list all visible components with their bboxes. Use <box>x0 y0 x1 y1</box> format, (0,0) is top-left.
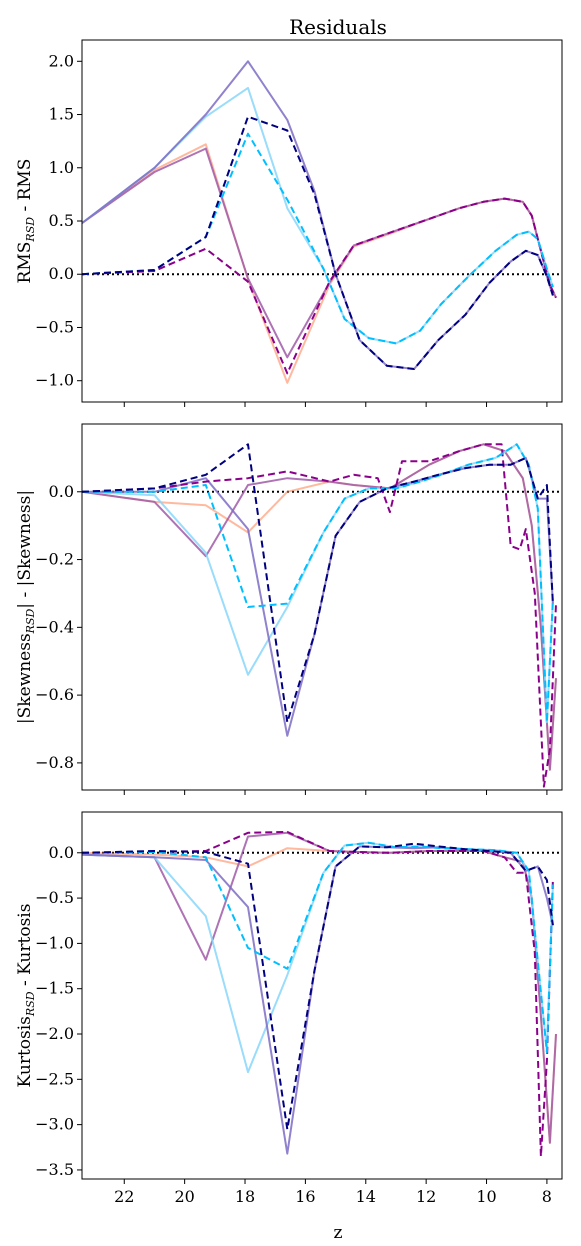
series-line-1 <box>82 443 557 771</box>
y-label-subscript: RSD <box>24 217 37 243</box>
x-tick-label: 14 <box>356 1187 376 1206</box>
y-label-main: |Skewness <box>15 633 35 724</box>
x-tick-label: 16 <box>295 1187 315 1206</box>
series-line-1 <box>82 143 557 384</box>
figure-title: Residuals <box>289 15 387 39</box>
series-line-3 <box>82 443 554 724</box>
y-tick-label: −1.0 <box>35 933 74 952</box>
y-tick-label: −1.0 <box>35 371 74 390</box>
x-tick-label: 20 <box>174 1187 194 1206</box>
y-tick-label: −0.6 <box>35 685 74 704</box>
y-label-subscript: RSD <box>24 609 37 635</box>
series-line-2 <box>82 147 557 359</box>
y-tick-label: 1.0 <box>49 158 74 177</box>
y-label-tail: - Kurtosis <box>15 904 35 992</box>
series-line-6 <box>82 841 554 1054</box>
y-tick-label: 2.0 <box>49 51 74 70</box>
y-tick-label: 0.0 <box>49 482 74 501</box>
x-tick-label: 22 <box>114 1187 134 1206</box>
y-label-main: RMS <box>15 242 35 284</box>
series-line-1 <box>82 847 557 1144</box>
y-tick-label: −3.0 <box>35 1115 74 1134</box>
y-tick-label: 0.0 <box>49 843 74 862</box>
plot-frame <box>81 811 563 1180</box>
x-tick-label: 10 <box>476 1187 496 1206</box>
y-tick-label: −1.5 <box>35 979 74 998</box>
y-tick-label: −0.5 <box>35 888 74 907</box>
series-line-6 <box>82 443 554 724</box>
series-line-2 <box>82 443 557 771</box>
x-axis-label: z <box>334 1223 343 1243</box>
plot-frame <box>81 423 563 791</box>
series-line-4 <box>82 60 554 370</box>
series-group <box>82 443 557 788</box>
series-line-7 <box>82 115 554 370</box>
y-axis-label-skewness: |SkewnessRSD| - |Skewness| <box>15 490 37 724</box>
x-tick-label: 8 <box>542 1187 552 1206</box>
series-line-7 <box>82 443 554 724</box>
y-tick-label: −2.0 <box>35 1024 74 1043</box>
panel-kurtosis: −3.5 −3.0 −2.5 −2.0 −1.5 −1.0 −0.5 0.0 22 20 18 16 1… <box>15 811 563 1206</box>
y-tick-label: −0.4 <box>35 617 74 636</box>
y-tick-label: −0.8 <box>35 753 74 772</box>
y-label-tail: - RMS <box>15 159 35 217</box>
y-label-tail: | - |Skewness| <box>15 490 35 609</box>
y-label-main: Kurtosis <box>15 1016 35 1087</box>
x-tick-label: 12 <box>416 1187 436 1206</box>
series-line-5 <box>82 830 554 1158</box>
series-line-2 <box>82 831 557 1144</box>
series-line-5 <box>82 197 557 375</box>
y-axis-label-kurtosis: KurtosisRSD - Kurtosis <box>15 904 37 1088</box>
series-line-5 <box>82 443 557 788</box>
series-line-6 <box>82 132 554 345</box>
series-line-3 <box>82 841 554 1074</box>
y-tick-label: −2.5 <box>35 1069 74 1088</box>
y-axis-label-rms: RMSRSD - RMS <box>15 159 37 284</box>
panel-rms: −1.0 −0.5 0.0 0.5 1.0 1.5 2.0 RMSRSD - RMS <box>15 39 563 407</box>
series-line-7 <box>82 842 554 1131</box>
y-tick-label: 0.5 <box>49 211 74 230</box>
series-group <box>82 60 557 384</box>
series-line-4 <box>82 456 554 737</box>
series-group <box>82 830 557 1158</box>
y-tick-label: 0.0 <box>49 264 74 283</box>
y-tick-label: −0.2 <box>35 550 74 569</box>
x-tick-label: 18 <box>235 1187 255 1206</box>
y-tick-label: 1.5 <box>49 105 74 124</box>
y-tick-label: −0.5 <box>35 317 74 336</box>
series-line-3 <box>82 86 554 345</box>
y-tick-label: −3.5 <box>35 1160 74 1179</box>
y-label-subscript: RSD <box>24 991 37 1017</box>
panel-skewness: −0.8 −0.6 −0.4 −0.2 0.0 |SkewnessRSD| - |Skew… <box>15 423 563 795</box>
